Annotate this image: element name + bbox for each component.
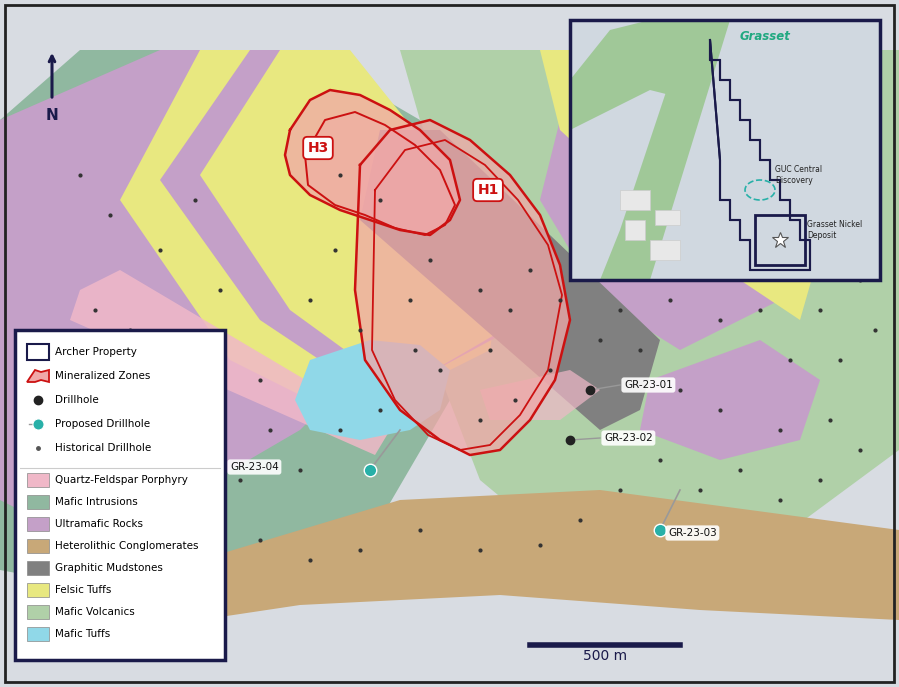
Polygon shape	[400, 50, 899, 580]
Text: Drillhole: Drillhole	[55, 395, 99, 405]
Polygon shape	[200, 490, 899, 620]
Polygon shape	[640, 340, 820, 460]
Text: Grasset Nickel
Deposit: Grasset Nickel Deposit	[807, 221, 862, 240]
Text: GR-23-04: GR-23-04	[230, 462, 279, 472]
Bar	[625, 220, 645, 240]
Polygon shape	[200, 50, 530, 390]
Polygon shape	[0, 50, 430, 530]
Polygon shape	[360, 130, 660, 430]
Bar	[755, 215, 805, 265]
Text: Mineralized Zones: Mineralized Zones	[55, 371, 150, 381]
Polygon shape	[620, 50, 899, 250]
Polygon shape	[295, 340, 450, 440]
Bar	[27, 517, 49, 531]
Text: GUC Central
Discovery: GUC Central Discovery	[775, 166, 822, 185]
Text: 500 m: 500 m	[583, 649, 628, 663]
Polygon shape	[540, 50, 820, 350]
Bar	[620, 190, 650, 210]
Polygon shape	[285, 90, 460, 235]
Polygon shape	[160, 50, 520, 400]
Text: H3: H3	[307, 141, 329, 155]
Text: Quartz-Feldspar Porphyry: Quartz-Feldspar Porphyry	[55, 475, 188, 485]
Bar	[27, 344, 49, 360]
Bar	[27, 561, 49, 575]
FancyBboxPatch shape	[570, 20, 880, 280]
Text: Felsic Tuffs: Felsic Tuffs	[55, 585, 111, 595]
Text: GR-23-02: GR-23-02	[604, 433, 653, 443]
Polygon shape	[120, 50, 500, 420]
Polygon shape	[570, 20, 710, 130]
Text: Mafic Intrusions: Mafic Intrusions	[55, 497, 138, 507]
Bar	[27, 627, 49, 641]
Bar	[27, 605, 49, 619]
Text: Graphitic Mudstones: Graphitic Mudstones	[55, 563, 163, 573]
Text: Ultramafic Rocks: Ultramafic Rocks	[55, 519, 143, 529]
Polygon shape	[27, 370, 49, 382]
Bar	[27, 539, 49, 553]
Text: Proposed Drillhole: Proposed Drillhole	[55, 419, 150, 429]
Text: GR-23-03: GR-23-03	[668, 528, 717, 538]
FancyBboxPatch shape	[15, 330, 225, 660]
Polygon shape	[70, 270, 390, 455]
Text: Archer Property: Archer Property	[55, 347, 137, 357]
Bar	[27, 495, 49, 509]
Bar	[655, 210, 680, 225]
Text: Grasset: Grasset	[740, 30, 791, 43]
Text: Mafic Tuffs: Mafic Tuffs	[55, 629, 111, 639]
Text: GR-23-01: GR-23-01	[624, 380, 672, 390]
Bar	[27, 583, 49, 597]
Polygon shape	[0, 50, 480, 600]
Text: Mafic Volcanics: Mafic Volcanics	[55, 607, 135, 617]
Bar	[650, 240, 680, 260]
Text: H1: H1	[477, 183, 499, 197]
Polygon shape	[600, 20, 730, 280]
Polygon shape	[305, 112, 455, 235]
Bar	[27, 473, 49, 487]
Polygon shape	[540, 50, 820, 320]
Polygon shape	[480, 370, 600, 420]
Polygon shape	[355, 120, 570, 455]
Text: N: N	[46, 108, 58, 123]
Text: Heterolithic Conglomerates: Heterolithic Conglomerates	[55, 541, 199, 551]
Text: Historical Drillhole: Historical Drillhole	[55, 443, 151, 453]
